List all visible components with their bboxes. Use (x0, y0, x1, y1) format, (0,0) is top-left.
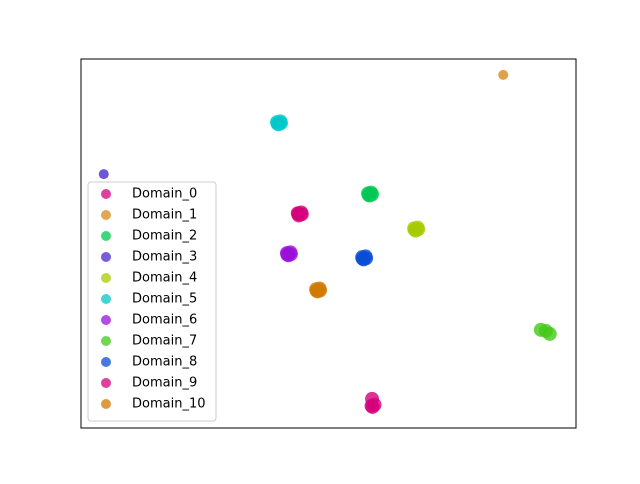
legend-marker (101, 252, 111, 262)
legend-marker (101, 273, 111, 283)
legend-label: Domain_7 (132, 334, 197, 349)
point (291, 206, 306, 221)
legend-marker (101, 294, 111, 304)
point (355, 251, 370, 266)
legend-marker (101, 315, 111, 325)
legend-label: Domain_0 (132, 187, 197, 202)
point (542, 326, 557, 341)
legend-label: Domain_4 (132, 271, 197, 286)
legend-label: Domain_1 (132, 208, 197, 223)
legend-marker (101, 231, 111, 241)
legend-marker (101, 378, 111, 388)
legend-label: Domain_2 (132, 229, 197, 244)
point (280, 247, 295, 262)
point (407, 222, 422, 237)
legend-label: Domain_9 (132, 376, 197, 391)
legend-marker (101, 189, 111, 199)
point (98, 169, 109, 180)
legend-marker (101, 399, 111, 409)
point (270, 116, 285, 131)
legend-marker (101, 210, 111, 220)
plot-frame (80, 58, 577, 429)
legend-label: Domain_3 (132, 250, 197, 265)
point (309, 283, 324, 298)
legend-marker (101, 357, 111, 367)
legend-label: Domain_6 (132, 313, 197, 328)
point (365, 391, 380, 406)
legend-box (87, 181, 217, 422)
point (361, 187, 376, 202)
legend-marker (101, 336, 111, 346)
point (498, 69, 509, 80)
legend-label: Domain_5 (132, 292, 197, 307)
legend-label: Domain_8 (132, 355, 197, 370)
legend-label: Domain_10 (132, 397, 206, 412)
